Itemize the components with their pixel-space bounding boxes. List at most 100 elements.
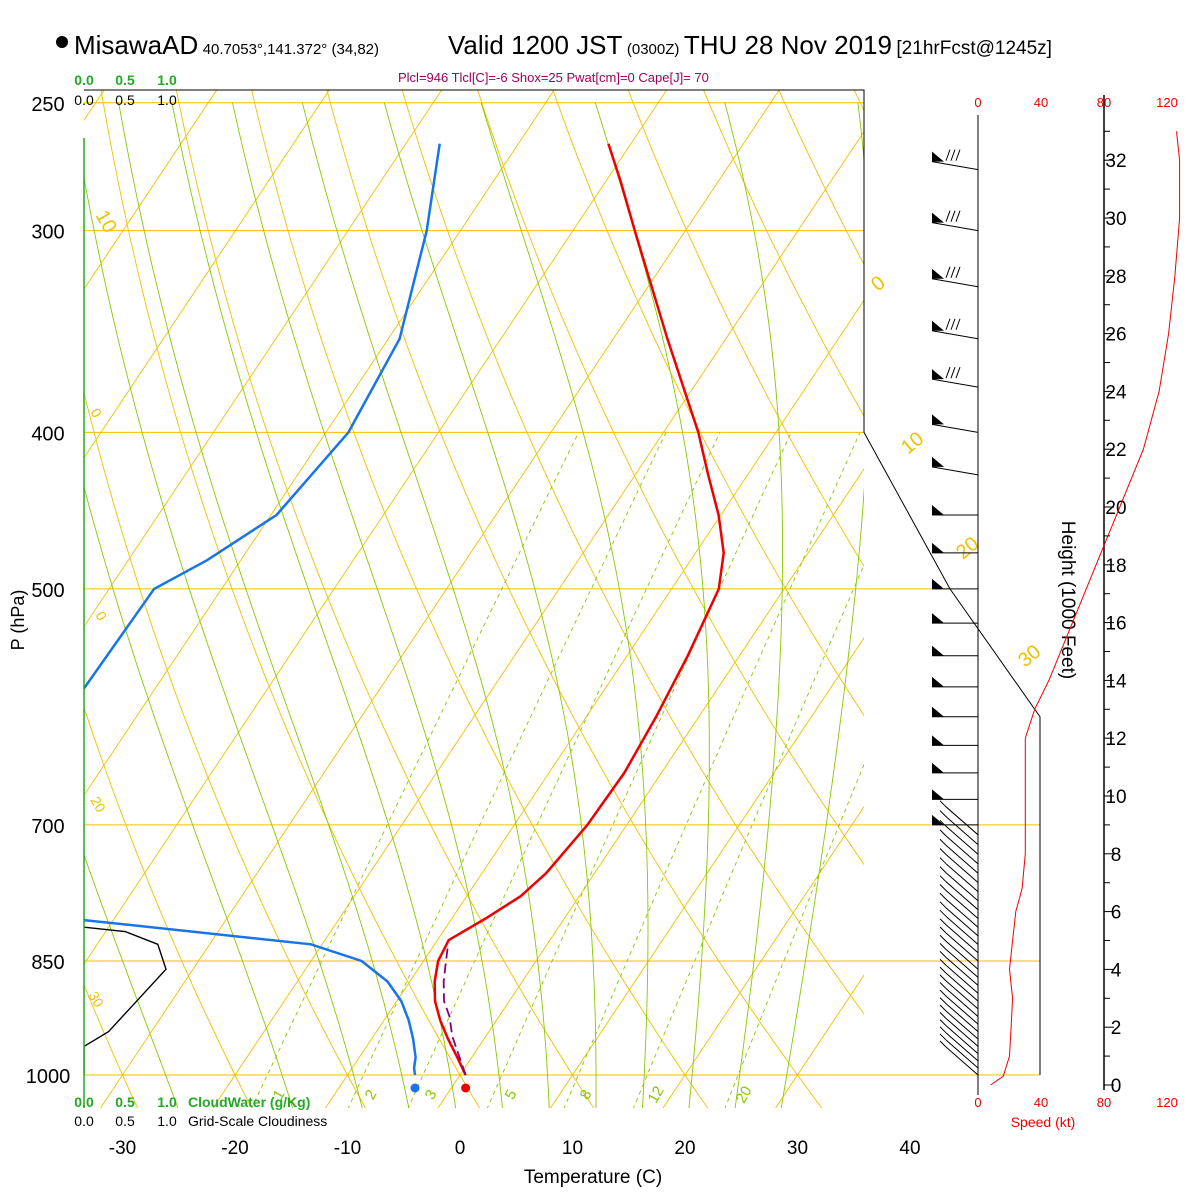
- dry-adiabat: [778, 90, 864, 266]
- dry-adiabat: [84, 705, 253, 1108]
- cloudiness-scale-label: 0.0: [74, 1113, 94, 1129]
- speed-scale-label: 80: [1097, 1095, 1111, 1110]
- parcel-path: [442, 944, 467, 1076]
- height-tick-label: 24: [1105, 382, 1127, 403]
- temperature-profile: [433, 143, 725, 1076]
- wind-barb-flag: [932, 505, 944, 516]
- wind-barb-staff: [931, 423, 979, 433]
- wind-barb-feather: [939, 1004, 947, 1012]
- height-tick-label: 4: [1111, 960, 1122, 981]
- isotherm-line: [84, 90, 330, 459]
- wind-barb-staff: [945, 1039, 979, 1069]
- wind-barb-flag: [932, 369, 944, 380]
- valid-date: THU 28 Nov 2019: [683, 30, 892, 60]
- wind-barb: [939, 857, 979, 893]
- dry-adiabat-label: 10: [897, 428, 928, 459]
- wind-barb-feather: [939, 909, 947, 917]
- isotherm-line: [99, 90, 780, 1108]
- wind-barb-feather: [939, 942, 947, 950]
- wind-barb: [931, 210, 979, 232]
- cloudwater-title: CloudWater (g/Kg): [188, 1094, 310, 1110]
- moist-adiabat: [84, 485, 294, 1108]
- wind-barb: [939, 866, 979, 902]
- wind-barb-staff: [945, 890, 979, 919]
- moist-adiabat: [171, 102, 457, 1108]
- wind-barb: [939, 1033, 979, 1069]
- speed-scale-label: 40: [1034, 1095, 1048, 1110]
- wind-barb-staff: [945, 972, 979, 1002]
- isotherm-line: [84, 90, 218, 290]
- wind-barb-staff: [945, 806, 979, 836]
- wind-barb-flag: [932, 151, 944, 162]
- wind-barb: [932, 735, 978, 746]
- wind-barb-feather: [939, 958, 947, 966]
- wind-barb: [939, 1040, 979, 1076]
- pressure-tick-label: 500: [31, 580, 64, 602]
- moist-adiabat-label: 20: [87, 794, 109, 816]
- speed-scale-label: 120: [1156, 1095, 1178, 1110]
- dry-adiabat: [401, 90, 864, 1015]
- wind-barb: [932, 706, 978, 718]
- wind-barb-staff: [945, 1003, 979, 1032]
- height-tick-label: 32: [1105, 151, 1126, 172]
- cloudiness-scale-label: 0.5: [115, 1113, 135, 1129]
- wind-barb: [939, 810, 979, 845]
- wind-barb-feather: [955, 266, 961, 278]
- isotherm-line: [212, 130, 864, 1108]
- wind-barb-staff: [931, 466, 979, 476]
- wind-barb: [932, 505, 978, 516]
- wind-barb-feather: [939, 926, 947, 934]
- wind-barb-feather: [939, 866, 947, 874]
- mixing-ratio-label: 5: [502, 1087, 521, 1103]
- cloudwater-scale-label: 0.5: [115, 72, 135, 88]
- speed-scale-label: 120: [1156, 95, 1178, 110]
- wind-barb: [939, 974, 979, 1010]
- dry-adiabat: [100, 90, 481, 1108]
- wind-barb-flag: [932, 814, 944, 825]
- wind-barb: [939, 848, 979, 883]
- speed-title: Speed (kt): [1011, 1114, 1076, 1130]
- wind-barb: [939, 934, 979, 970]
- wind-barb: [939, 989, 979, 1025]
- wind-barb-staff: [931, 222, 979, 232]
- wind-barb-flag: [932, 735, 944, 746]
- moist-adiabat: [301, 102, 550, 1108]
- station-name: MisawaAD: [74, 30, 199, 60]
- isotherm-line: [1090, 74, 1200, 1142]
- wind-barb-staff: [945, 844, 979, 874]
- valid-prefix: Valid 1200 JST: [448, 30, 623, 60]
- station-coords: 40.7053°,141.372° (34,82): [202, 41, 380, 58]
- dry-adiabat: [84, 390, 367, 1108]
- wind-barb-staff: [931, 161, 979, 171]
- forecast-info: [21hrFcst@1245z]: [896, 38, 1052, 59]
- temperature-tick-label: -20: [221, 1138, 248, 1159]
- wind-barb: [939, 1004, 979, 1040]
- surface-dewpoint-dot: [410, 1083, 420, 1093]
- dry-adiabat-label: 10: [91, 207, 121, 237]
- cloudwater-scale-label: 1.0: [157, 72, 177, 88]
- wind-barb-flag: [932, 542, 944, 553]
- chart-header: MisawaAD 40.7053°,141.372° (34,82): [56, 30, 379, 61]
- dry-adiabat: [627, 90, 864, 567]
- wind-barb: [939, 966, 979, 1002]
- wind-barb: [939, 926, 979, 962]
- isotherm-line: [549, 636, 864, 1108]
- wind-barb-feather: [939, 800, 947, 808]
- cloudiness-title: Grid-Scale Cloudiness: [188, 1113, 327, 1129]
- wind-barb-feather: [945, 149, 951, 161]
- dry-adiabat: [552, 90, 864, 717]
- moist-adiabat-label: 30: [85, 989, 107, 1011]
- height-tick-label: 8: [1111, 845, 1122, 866]
- wind-barb: [939, 958, 979, 994]
- wind-barb: [939, 997, 979, 1032]
- wind-barb-staff: [945, 988, 979, 1017]
- wind-barb-feather: [939, 1033, 947, 1041]
- wind-barb-staff: [945, 915, 979, 945]
- temperature-tick-label: 0: [455, 1138, 466, 1159]
- temperature-tick-label: 30: [787, 1138, 808, 1159]
- wind-barb-staff: [945, 948, 979, 978]
- pressure-tick-label: 700: [31, 816, 64, 838]
- wind-barb-staff: [945, 980, 979, 1010]
- wind-barb-feather: [939, 848, 947, 855]
- height-tick-label: 2: [1111, 1018, 1122, 1039]
